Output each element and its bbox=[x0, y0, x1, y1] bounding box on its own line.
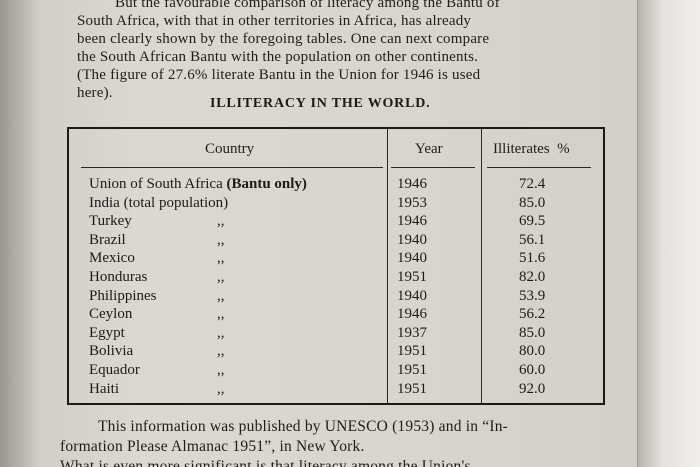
footer-paragraph: This information was published by UNESCO… bbox=[60, 417, 650, 467]
year-cell: 1953 bbox=[397, 194, 427, 211]
header-country: Country bbox=[205, 141, 255, 157]
table-title: ILLITERACY IN THE WORLD. bbox=[210, 96, 431, 111]
intro-line: (The figure of 27.6% literate Bantu in t… bbox=[77, 67, 481, 83]
year-cell: 1951 bbox=[397, 361, 427, 378]
ditto-mark: ,, bbox=[217, 324, 225, 341]
country-column: Union of South Africa (Bantu only) India … bbox=[89, 175, 307, 398]
footer-line: formation Please Almanac 1951”, in New Y… bbox=[60, 438, 365, 455]
country-name: India (total population) bbox=[89, 194, 229, 211]
footer-line: What is even more significant is that li… bbox=[60, 458, 471, 467]
country-name: Ceylon bbox=[89, 306, 133, 323]
country-name: Equador bbox=[89, 361, 140, 378]
year-cell: 1946 bbox=[397, 306, 427, 323]
table-row-country: Philippines,, bbox=[89, 287, 307, 306]
country-name: Haiti bbox=[89, 380, 119, 397]
intro-line: the South African Bantu with the populat… bbox=[77, 49, 479, 65]
illiterates-cell: 80.0 bbox=[519, 343, 546, 360]
header-rule bbox=[487, 167, 591, 168]
table-row-country: Union of South Africa (Bantu only) bbox=[89, 175, 307, 194]
footer-line: This information was published by UNESCO… bbox=[98, 418, 509, 435]
illiterates-cell: 72.4 bbox=[519, 176, 546, 192]
page-edge bbox=[637, 0, 700, 467]
year-cell: 1951 bbox=[397, 380, 427, 397]
illiterates-cell: 85.0 bbox=[519, 194, 546, 211]
intro-paragraph: But the favourable comparison of literac… bbox=[77, 0, 607, 102]
year-cell: 1946 bbox=[397, 176, 427, 192]
illiterates-cell: 56.1 bbox=[519, 231, 546, 248]
illiterates-cell: 92.0 bbox=[519, 380, 546, 397]
intro-line: been clearly shown by the foregoing tabl… bbox=[77, 31, 490, 47]
ditto-mark: ,, bbox=[217, 287, 225, 304]
year-cell: 1940 bbox=[397, 231, 427, 248]
country-name: Brazil bbox=[89, 231, 126, 248]
illiterates-cell: 69.5 bbox=[519, 213, 546, 230]
country-name: Egypt bbox=[89, 324, 125, 341]
illiterates-cell: 82.0 bbox=[519, 268, 546, 285]
intro-line: South Africa, with that in other territo… bbox=[77, 13, 472, 29]
illiterates-column: 72.4 85.0 69.5 56.1 51.6 82.0 53.9 56.2 85.0 80.0… bbox=[519, 175, 589, 398]
country-qualifier: (Bantu only) bbox=[226, 176, 307, 192]
header-rule bbox=[81, 167, 383, 168]
table-row-country: Turkey,, bbox=[89, 212, 307, 231]
ditto-mark: ,, bbox=[217, 380, 225, 397]
illiterates-cell: 53.9 bbox=[519, 287, 546, 304]
column-divider bbox=[387, 129, 388, 403]
table-row-country: Brazil,, bbox=[89, 231, 307, 250]
header-illiterates: Illiterates % bbox=[493, 141, 570, 157]
table-row-country: Ceylon,, bbox=[89, 305, 307, 324]
table-row-country: Haiti,, bbox=[89, 380, 307, 399]
header-rule bbox=[391, 167, 475, 168]
ditto-mark: ,, bbox=[217, 250, 225, 267]
ditto-mark: ,, bbox=[217, 268, 225, 285]
intro-line: here). bbox=[77, 85, 113, 101]
table-row-country: Equador,, bbox=[89, 361, 307, 380]
illiterates-cell: 60.0 bbox=[519, 361, 546, 378]
country-name: Bolivia bbox=[89, 343, 134, 360]
table-row-country: Egypt,, bbox=[89, 324, 307, 343]
header-year: Year bbox=[415, 141, 443, 157]
illiterates-cell: 56.2 bbox=[519, 306, 546, 323]
ditto-mark: ,, bbox=[217, 361, 225, 378]
year-cell: 1946 bbox=[397, 213, 427, 230]
ditto-mark: ,, bbox=[217, 231, 225, 248]
table-row-country: Bolivia,, bbox=[89, 342, 307, 361]
table-row-country: Mexico,, bbox=[89, 249, 307, 268]
table-row-country: India (total population) bbox=[89, 194, 307, 213]
country-name: Union of South Africa bbox=[89, 176, 227, 192]
table-row-country: Honduras,, bbox=[89, 268, 307, 287]
year-cell: 1951 bbox=[397, 268, 427, 285]
illiterates-cell: 51.6 bbox=[519, 250, 546, 267]
country-name: Honduras bbox=[89, 268, 148, 285]
page-gutter-shadow bbox=[0, 0, 40, 467]
ditto-mark: ,, bbox=[217, 343, 225, 360]
year-column: 1946 1953 1946 1940 1940 1951 1940 1946 1937 1951… bbox=[397, 175, 477, 398]
column-divider bbox=[481, 129, 482, 403]
year-cell: 1951 bbox=[397, 343, 427, 360]
illiteracy-table: Country Year Illiterates % Union of Sout… bbox=[67, 127, 605, 405]
year-cell: 1940 bbox=[397, 287, 427, 304]
illiterates-cell: 85.0 bbox=[519, 324, 546, 341]
country-name: Mexico bbox=[89, 250, 135, 267]
year-cell: 1940 bbox=[397, 250, 427, 267]
country-name: Turkey bbox=[89, 213, 132, 230]
country-name: Philippines bbox=[89, 287, 157, 304]
ditto-mark: ,, bbox=[217, 306, 225, 323]
year-cell: 1937 bbox=[397, 324, 427, 341]
intro-line: But the favourable comparison of literac… bbox=[115, 0, 500, 11]
ditto-mark: ,, bbox=[217, 213, 225, 230]
